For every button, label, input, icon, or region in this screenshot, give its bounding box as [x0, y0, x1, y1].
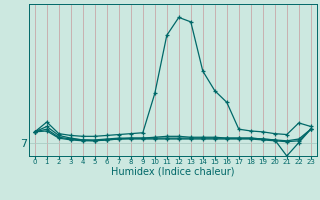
X-axis label: Humidex (Indice chaleur): Humidex (Indice chaleur): [111, 167, 235, 177]
